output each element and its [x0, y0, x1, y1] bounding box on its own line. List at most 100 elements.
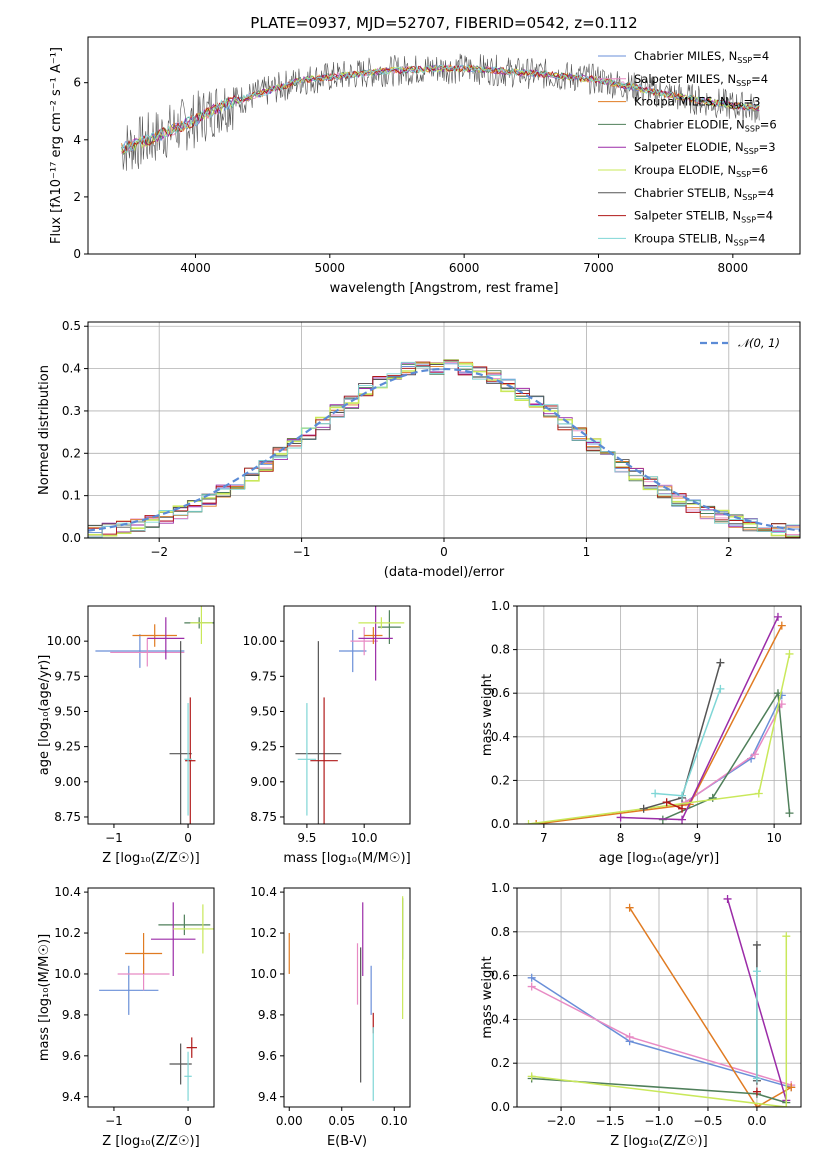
figure-title: PLATE=0937, MJD=52707, FIBERID=0542, z=0… [250, 14, 637, 32]
y-tick-label: 10.4 [250, 885, 277, 899]
y-tick-label: 0.2 [62, 446, 81, 460]
spectrum-line [121, 64, 760, 153]
weight-marker [716, 684, 725, 693]
x-axis-label: E(B-V) [327, 1134, 367, 1149]
y-tick-label: 6 [73, 76, 81, 90]
x-tick-label: 0 [440, 545, 448, 559]
y-tick-label: 9.4 [258, 1090, 277, 1104]
weight-marker [782, 932, 791, 941]
x-tick-label: 8 [617, 831, 625, 845]
x-tick-label: −2.0 [546, 1114, 575, 1128]
plot-area [99, 902, 214, 1101]
x-axis-label: (data-model)/error [384, 565, 505, 580]
y-tick-label: 0.4 [62, 362, 81, 376]
x-tick-label: −1 [105, 831, 123, 845]
x-tick-label: 0.0 [747, 1114, 766, 1128]
y-tick-label: 0.2 [491, 773, 510, 787]
y-tick-label: 0.3 [62, 404, 81, 418]
weight-marker [527, 973, 536, 982]
weight-marker [678, 804, 687, 813]
weight-line [531, 977, 792, 1089]
weight-marker [625, 903, 634, 912]
weight-marker [752, 1074, 761, 1083]
x-tick-label: 9 [694, 831, 702, 845]
weight-line [655, 688, 722, 797]
weight-marker [639, 804, 648, 813]
x-tick-label: 7 [540, 831, 548, 845]
y-tick-label: 10.0 [250, 967, 277, 981]
y-tick-label: 0.1 [62, 489, 81, 503]
x-tick-label: −1 [293, 545, 311, 559]
x-tick-label: 4000 [180, 261, 211, 275]
x-tick-label: 1 [583, 545, 591, 559]
legend: 𝒩(0, 1) [700, 336, 780, 350]
weight-marker [750, 750, 759, 759]
y-tick-label: 9.25 [250, 740, 277, 754]
x-tick-label: −1 [105, 1114, 123, 1128]
weight-marker [785, 649, 794, 658]
y-axis-label: age [log₁₀(age/yr)] [37, 655, 52, 776]
x-axis-label: wavelength [Angstrom, rest frame] [330, 281, 559, 296]
weight-marker [752, 967, 761, 976]
weight-marker [708, 793, 717, 802]
weight-marker [625, 1032, 634, 1041]
y-tick-label: 0.5 [62, 319, 81, 333]
weight-marker [752, 1103, 761, 1107]
x-axis-label: Z [log₁₀(Z/Z☉)] [102, 851, 199, 866]
y-tick-label: 0.4 [491, 730, 510, 744]
weight-marker [785, 809, 794, 818]
x-tick-label: 0.00 [276, 1114, 303, 1128]
x-tick-label: 0 [184, 831, 192, 845]
chart-weight-vs-Z: −2.0 −1.5 −1.0 −0.5 0.0 0.0 0.2 0.4 0.6 0.8 1.0 Z [… [480, 881, 802, 1149]
legend-entry: Chabrier ELODIE, NSSP=6 [634, 117, 777, 133]
y-tick-label: 0.0 [491, 817, 510, 831]
y-tick-label: 0.2 [491, 1056, 510, 1070]
x-axis-label: mass [log₁₀(M/M☉)] [283, 851, 410, 866]
x-tick-label: 0.05 [328, 1114, 355, 1128]
weight-marker [527, 982, 536, 991]
y-tick-label: 0.0 [62, 531, 81, 545]
x-tick-label: 2 [725, 545, 733, 559]
y-tick-label: 9.75 [54, 669, 81, 683]
x-tick-label: 9.5 [297, 831, 316, 845]
axes-frame [516, 887, 802, 1108]
weight-marker [662, 798, 671, 807]
weight-marker [777, 621, 786, 630]
y-tick-label: 9.4 [62, 1090, 81, 1104]
axes-frame [87, 605, 215, 825]
chart-age-vs-mass: 9.5 10.0 8.75 9.00 9.25 9.50 9.75 10.00 mass [lo… [243, 605, 411, 866]
y-tick-label: 9.6 [258, 1049, 277, 1063]
legend-entry: 𝒩(0, 1) [738, 336, 780, 350]
x-tick-label: 6000 [449, 261, 480, 275]
y-tick-label: 10.00 [243, 634, 277, 648]
y-tick-label: 2 [73, 190, 81, 204]
y-tick-label: 10.2 [250, 926, 277, 940]
weight-line [531, 985, 792, 1086]
weight-marker [651, 789, 660, 798]
chart-residuals: −2 −1 0 1 2 0.0 0.1 0.2 0.3 0.4 0.5 (data-model)/er… [37, 319, 801, 580]
plot-area [295, 606, 405, 824]
x-tick-label: 0.10 [381, 1114, 408, 1128]
y-tick-label: 9.8 [62, 1008, 81, 1022]
weight-marker [773, 612, 782, 621]
y-axis-label: Normed distribution [37, 365, 52, 495]
weight-marker [716, 658, 725, 667]
x-tick-label: 10.0 [351, 831, 378, 845]
weight-marker [787, 1083, 796, 1092]
weight-marker [532, 820, 541, 824]
weight-marker [752, 940, 761, 949]
legend-entry: Kroupa ELODIE, NSSP=6 [634, 163, 768, 179]
y-tick-label: 9.50 [54, 704, 81, 718]
weight-marker [678, 791, 687, 800]
chart-mass-vs-EBV: 0.00 0.05 0.10 9.4 9.6 9.8 10.0 10.2 10.4 E(B-V) [250, 885, 411, 1149]
x-tick-label: 0 [184, 1114, 192, 1128]
weight-marker [752, 1087, 761, 1096]
axes-frame [87, 321, 801, 539]
x-axis-label: age [log₁₀(age/yr)] [599, 851, 720, 866]
x-tick-label: 8000 [718, 261, 749, 275]
legend: Chabrier MILES, NSSP=4 Salpeter MILES, NS… [598, 49, 777, 247]
y-tick-label: 0.6 [491, 686, 510, 700]
chart-mass-vs-Z: −1 0 9.4 9.6 9.8 10.0 10.2 10.4 Z [log₁₀(Z/Z☉)] m… [37, 885, 215, 1149]
chart-weight-vs-age: 7 8 9 10 0.0 0.2 0.4 0.6 0.8 1.0 age [log₁₀(age/yr… [480, 599, 802, 866]
